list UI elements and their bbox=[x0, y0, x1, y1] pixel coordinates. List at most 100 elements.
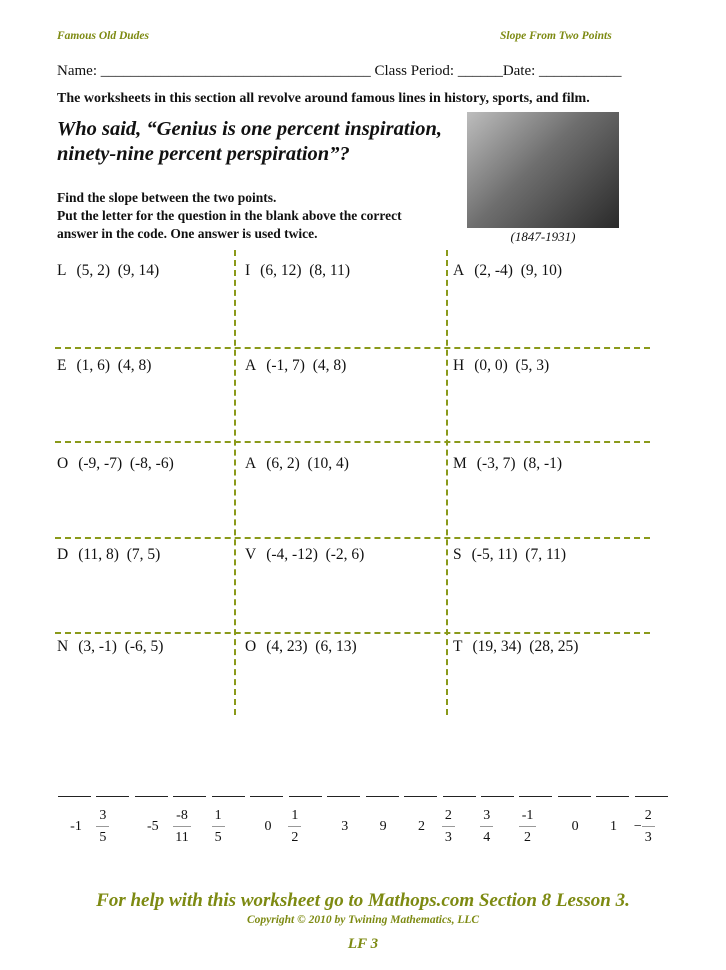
denominator: 4 bbox=[483, 829, 491, 845]
problem-points: (2, -4) (9, 10) bbox=[474, 262, 563, 279]
instruction-line: Put the letter for the question in the b… bbox=[57, 208, 402, 223]
photo-caption: (1847-1931) bbox=[510, 229, 576, 244]
answer-blank[interactable] bbox=[634, 790, 668, 797]
answer-blank[interactable] bbox=[519, 790, 553, 797]
denominator: 3 bbox=[444, 829, 452, 845]
grid-divider bbox=[55, 632, 650, 634]
quote-line: Who said, “Genius is one percent inspira… bbox=[57, 118, 443, 140]
help-footer: For help with this worksheet go to Matho… bbox=[96, 890, 630, 911]
answer-blank[interactable] bbox=[480, 790, 514, 797]
problem-letter: A bbox=[245, 455, 257, 472]
problem-points: (4, 23) (6, 13) bbox=[266, 638, 357, 655]
problem-points: (-5, 11) (7, 11) bbox=[471, 546, 567, 563]
answer-blank[interactable] bbox=[596, 790, 630, 797]
answer-blank[interactable] bbox=[173, 790, 207, 797]
answer-value: 9 bbox=[379, 819, 387, 834]
denominator: 5 bbox=[99, 829, 107, 845]
problem-letter: L bbox=[57, 262, 67, 279]
problem-letter: V bbox=[245, 546, 257, 563]
problem-letter: I bbox=[245, 262, 251, 279]
grid-divider bbox=[55, 347, 650, 349]
problem-points: (0, 0) (5, 3) bbox=[474, 357, 550, 374]
problem-points: (-1, 7) (4, 8) bbox=[266, 357, 347, 374]
instructions: Find the slope between the two points. P… bbox=[57, 189, 402, 243]
lesson-code: LF 3 bbox=[347, 936, 379, 952]
answer-blank[interactable] bbox=[442, 790, 476, 797]
problem-cell: A (2, -4) (9, 10) bbox=[453, 262, 562, 280]
denominator: 3 bbox=[644, 829, 652, 845]
denominator: 2 bbox=[524, 829, 532, 845]
problem-cell: D (11, 8) (7, 5) bbox=[57, 546, 160, 564]
answer-value: 2 bbox=[418, 819, 426, 834]
answer-value: 3 bbox=[341, 819, 349, 834]
header-left: Famous Old Dudes bbox=[57, 30, 150, 42]
problem-points: (-4, -12) (-2, 6) bbox=[266, 546, 365, 563]
quote-line: ninety-nine percent perspiration”? bbox=[57, 143, 350, 165]
answer-value: -8 11 bbox=[173, 806, 209, 849]
problem-points: (19, 34) (28, 25) bbox=[472, 638, 579, 655]
problem-letter: M bbox=[453, 455, 467, 472]
problem-cell: O (-9, -7) (-8, -6) bbox=[57, 455, 174, 473]
problem-points: (5, 2) (9, 14) bbox=[76, 262, 160, 279]
problem-cell: E (1, 6) (4, 8) bbox=[57, 357, 151, 375]
problem-points: (-9, -7) (-8, -6) bbox=[78, 455, 174, 472]
problem-points: (6, 12) (8, 11) bbox=[260, 262, 350, 279]
problem-points: (-3, 7) (8, -1) bbox=[476, 455, 563, 472]
problem-letter: O bbox=[245, 638, 257, 655]
problem-letter: A bbox=[245, 357, 257, 374]
problem-letter: N bbox=[57, 638, 69, 655]
name-line: Name: __________________________________… bbox=[57, 63, 622, 79]
copyright: Copyright © 2010 by Twining Mathematics,… bbox=[246, 914, 480, 926]
answer-blank[interactable] bbox=[58, 790, 91, 797]
numerator: 3 bbox=[96, 806, 110, 827]
problem-letter: E bbox=[57, 357, 67, 374]
problem-cell: S (-5, 11) (7, 11) bbox=[453, 546, 566, 564]
instruction-line: answer in the code. One answer is used t… bbox=[57, 226, 318, 241]
answer-code: -1 3 5 -5 -8 11 1 5 0 1 2 3 9 2 2 3 3 4 -1 2 0 1−2 3 bbox=[58, 805, 670, 849]
answer-value: 0 bbox=[264, 819, 272, 834]
answer-blank[interactable] bbox=[211, 790, 245, 797]
answer-blank[interactable] bbox=[288, 790, 322, 797]
numerator: 2 bbox=[441, 806, 455, 827]
problem-cell: A (-1, 7) (4, 8) bbox=[245, 357, 346, 375]
problem-cell: I (6, 12) (8, 11) bbox=[245, 262, 350, 280]
quote-question: Who said, “Genius is one percent inspira… bbox=[57, 117, 442, 167]
problem-cell: N (3, -1) (-6, 5) bbox=[57, 638, 163, 656]
problem-cell: M (-3, 7) (8, -1) bbox=[453, 455, 562, 473]
answer-value: -5 bbox=[146, 819, 159, 834]
instruction-line: Find the slope between the two points. bbox=[57, 190, 277, 205]
numerator: 1 bbox=[211, 806, 225, 827]
answer-blank[interactable] bbox=[365, 790, 399, 797]
answer-blank[interactable] bbox=[557, 790, 591, 797]
answer-blank[interactable] bbox=[134, 790, 168, 797]
header-right: Slope From Two Points bbox=[500, 30, 612, 42]
problem-letter: T bbox=[453, 638, 463, 655]
answer-blank[interactable] bbox=[404, 790, 438, 797]
problem-points: (1, 6) (4, 8) bbox=[76, 357, 152, 374]
numerator: 1 bbox=[288, 806, 302, 827]
problem-cell: O (4, 23) (6, 13) bbox=[245, 638, 357, 656]
numerator: 3 bbox=[480, 806, 494, 827]
grid-divider bbox=[55, 441, 650, 443]
problem-letter: D bbox=[57, 546, 69, 563]
answer-blank[interactable] bbox=[250, 790, 284, 797]
problem-letter: O bbox=[57, 455, 69, 472]
problem-points: (3, -1) (-6, 5) bbox=[78, 638, 164, 655]
answer-value: -1 2 bbox=[518, 806, 555, 849]
denominator: 2 bbox=[291, 829, 299, 845]
answer-blank[interactable] bbox=[96, 790, 130, 797]
numerator: 2 bbox=[641, 806, 655, 827]
grid-divider bbox=[446, 250, 448, 715]
denominator: 5 bbox=[214, 829, 222, 845]
answer-value: -1 bbox=[70, 819, 82, 834]
problem-cell: A (6, 2) (10, 4) bbox=[245, 455, 349, 473]
problem-cell: H (0, 0) (5, 3) bbox=[453, 357, 549, 375]
grid-divider bbox=[55, 537, 650, 539]
problem-points: (11, 8) (7, 5) bbox=[78, 546, 161, 563]
problem-letter: A bbox=[453, 262, 465, 279]
answer-blank[interactable] bbox=[327, 790, 361, 797]
problem-letter: S bbox=[453, 546, 462, 563]
